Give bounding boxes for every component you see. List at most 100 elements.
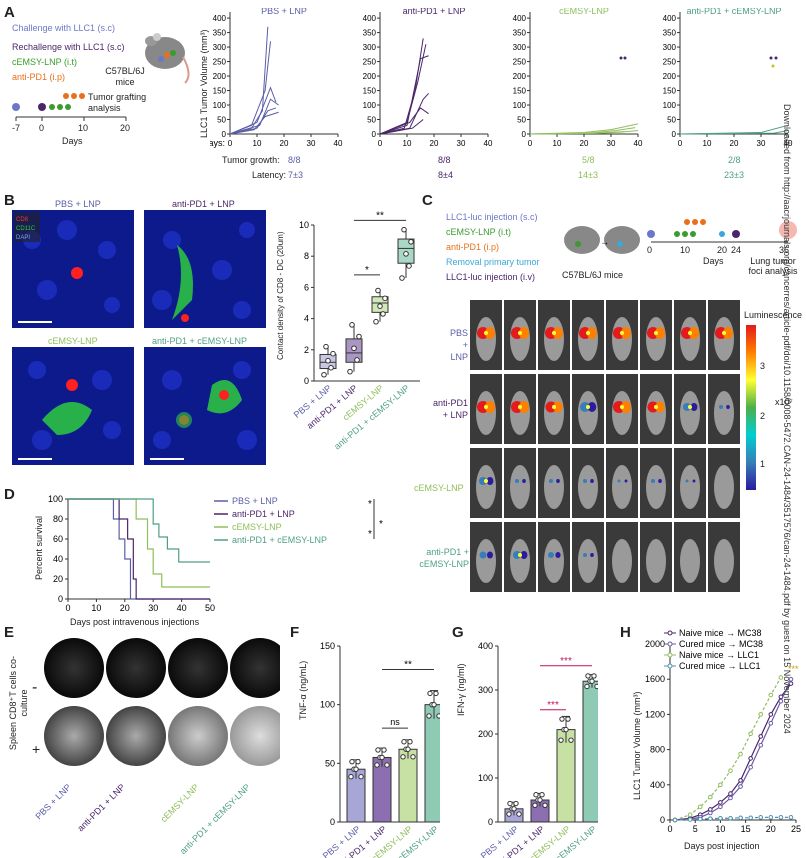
signal: [549, 479, 553, 483]
y-tick-label: 200: [478, 729, 493, 739]
sig-label: ***: [547, 700, 559, 711]
chart-title-0: PBS + LNP: [261, 8, 307, 16]
x-tick-label: 40: [334, 139, 343, 148]
legend-challenge: Challenge with LLC1 (s.c): [12, 23, 116, 33]
data-point: [399, 275, 405, 281]
mouse-illustration: [145, 33, 190, 84]
data-point: [436, 713, 440, 719]
signal: [520, 551, 528, 559]
panel-b-ylabel: Contact density of CD8 - DC (20um): [276, 231, 285, 361]
mouse-silhouette: [476, 391, 496, 435]
colorbar-tick: 3: [760, 361, 766, 371]
x-tick-label: 10: [715, 824, 725, 834]
data-point: [758, 815, 764, 820]
mouse-silhouette: [578, 391, 598, 435]
x-tick-label: 10: [91, 603, 101, 613]
mouse-silhouette: [612, 539, 632, 583]
y-tick-label: 400: [650, 780, 665, 790]
signal: [621, 401, 631, 413]
signal: [485, 401, 495, 413]
y-tick-label: 0: [660, 815, 665, 825]
data-point: [380, 311, 386, 317]
panel-a-label: A: [4, 4, 15, 21]
y-tick-label: 1200: [645, 709, 665, 719]
survival-curve: [68, 498, 210, 600]
signal: [723, 327, 733, 339]
legend-label: Cured mice → MC38: [679, 639, 763, 649]
c-legend-3: Removal primary tumor: [446, 257, 540, 267]
y-tick-label: 400: [478, 641, 493, 651]
panel-c-label: C: [422, 192, 433, 209]
img-title-cemsy: cEMSY-LNP: [48, 336, 98, 346]
c-row-cemsy: cEMSY-LNP: [414, 483, 464, 493]
sig-label: ns: [390, 717, 400, 727]
y-tick-label: 100: [320, 700, 335, 710]
legend-label: anti-PD1 + LNP: [232, 509, 295, 519]
panel-e-ylabel: Spleen CD8⁺T cells co-culture: [8, 655, 29, 751]
c-foci: Lung tumor foci analysis: [748, 256, 798, 276]
mouse-silhouette: [714, 465, 734, 509]
x-tick-label: 20: [580, 139, 589, 148]
y-tick-label: 400: [363, 14, 377, 23]
data-point: [431, 701, 437, 708]
mouse-silhouette: [544, 391, 564, 435]
data-point: [718, 782, 723, 788]
y-tick-label: 8: [304, 251, 309, 261]
signal: [692, 479, 696, 483]
x-tick-label: 0: [528, 139, 533, 148]
data-point: [738, 784, 743, 789]
timeline-tick: 0: [39, 123, 45, 133]
data-point: [330, 350, 336, 357]
x-tick-label: 10: [403, 139, 412, 148]
sig-label: **: [404, 659, 412, 670]
y-tick-label: 150: [513, 87, 527, 96]
c-row-pbs: PBS + LNP: [449, 328, 468, 362]
x-tick-label: 0: [667, 824, 672, 834]
channel-dapi: DAPI: [16, 235, 31, 241]
data-point: [563, 726, 569, 733]
mouse-silhouette: [646, 317, 666, 361]
data-point: [328, 364, 334, 371]
signal-core: [620, 331, 624, 335]
growth-anti: 8/8: [438, 155, 451, 165]
data-point: [565, 716, 571, 722]
c-row-anti: anti-PD1 + LNP: [432, 398, 468, 420]
x-tick-label: 10: [253, 139, 262, 148]
latency-anti: 8±4: [438, 170, 453, 180]
mouse-silhouette: [714, 391, 734, 435]
data-point: [374, 762, 380, 768]
signal-core: [620, 405, 624, 409]
microscopy-images: [12, 210, 266, 465]
x-tick-label: 5: [693, 824, 698, 834]
data-point: [697, 816, 703, 822]
y-tick-label: 40: [53, 554, 63, 564]
data-point: [351, 345, 357, 352]
tumor-curve: [379, 44, 427, 135]
data-point: [355, 758, 361, 765]
data-point: [405, 746, 411, 752]
data-point: [513, 800, 519, 807]
data-point: [358, 774, 364, 780]
tumor-curve: [679, 130, 789, 135]
signal: [553, 401, 563, 413]
tumor-curve: [229, 111, 279, 135]
channel-cd8: CD8: [16, 217, 29, 223]
c-tick-0: 0: [647, 245, 653, 255]
c-legend-4: LLC1-luc injection (i.v): [446, 272, 536, 282]
signal: [548, 552, 554, 558]
img-title-anti: anti-PD1 + LNP: [172, 199, 235, 209]
y-tick-label: 0: [58, 594, 63, 604]
y-tick-label: 350: [513, 29, 527, 38]
panel-d-label: D: [4, 486, 15, 503]
cured-dot: [623, 56, 627, 60]
signal-core: [688, 405, 692, 409]
y-tick-label: 150: [320, 641, 335, 651]
signal: [545, 401, 557, 413]
e-cat-1: anti-PD1 + LNP: [75, 782, 127, 834]
y-tick-label: 300: [513, 43, 527, 52]
signal-core: [654, 331, 658, 335]
latency-cemsy: 14±3: [578, 170, 598, 180]
signal-core: [586, 331, 590, 335]
data-point: [672, 817, 678, 823]
panel-h-label: H: [620, 624, 631, 641]
